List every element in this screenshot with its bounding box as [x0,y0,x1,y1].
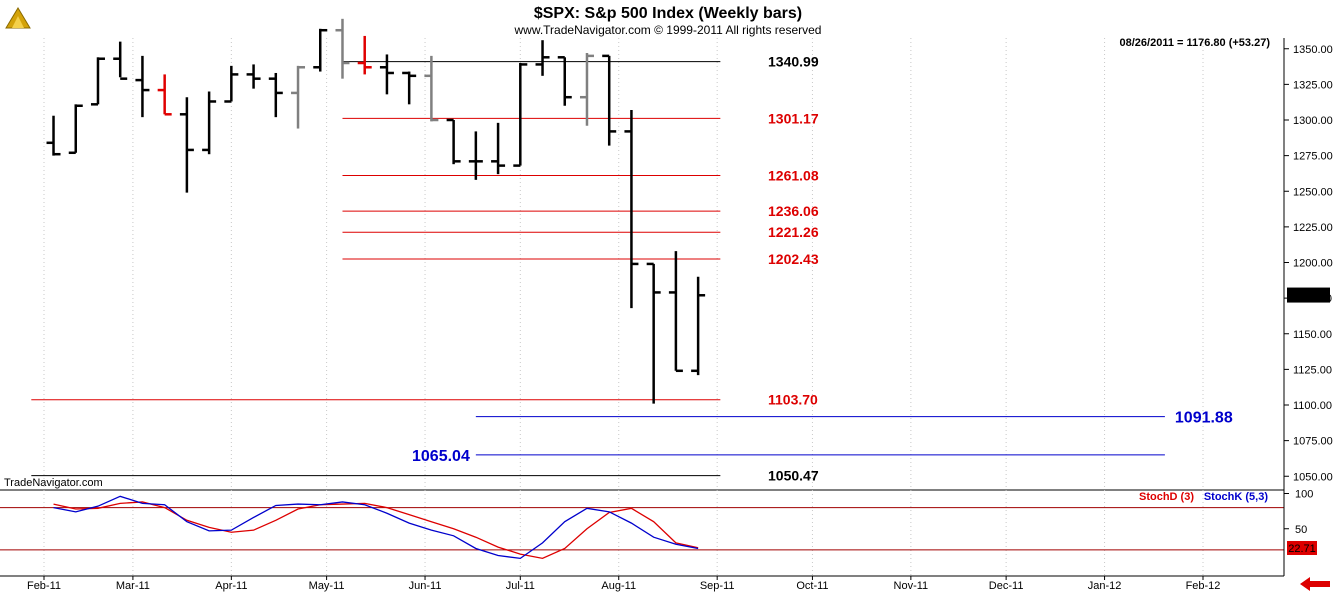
level-label: 1202.43 [768,251,819,267]
x-tick-label: Jun-11 [409,580,442,592]
legend-stochd: StochD (3) [1139,491,1194,503]
last-price-label: 1176.80 [1289,291,1328,303]
ohlc-bar [424,55,439,122]
ohlc-bar [68,104,83,155]
ohlc-bar [379,54,394,95]
ohlc-bar [113,41,128,80]
last-price-box [1287,287,1330,303]
level-label: 1050.47 [768,468,819,484]
y-tick-label: 1350.00 [1293,44,1333,56]
ohlc-bar [202,91,217,155]
copyright-text: www.TradeNavigator.com © 1999-2011 All r… [514,23,822,37]
ohlc-bar [446,118,461,165]
chart-title: $SPX: S&p 500 Index (Weekly bars) [534,5,802,22]
ohlc-bar [535,40,550,76]
ohlc-bar [468,131,483,180]
stochk-line [53,495,699,560]
x-tick-label: Jan-12 [1088,580,1122,592]
level-label: 1065.04 [412,448,470,465]
month-gridlines [43,38,1204,576]
x-tick-label: Oct-11 [796,580,828,592]
ohlc-bar [402,71,417,105]
ohlc-bar [668,251,683,373]
ohlc-bar [246,64,261,89]
y-tick-label: 1250.00 [1293,186,1333,198]
x-tick-label: Sep-11 [700,580,735,592]
ohlc-bar [624,110,639,309]
x-tick-label: Nov-11 [894,580,929,592]
x-tick-label: Dec-11 [989,580,1024,592]
y-tick-label: 1200.00 [1293,258,1333,270]
x-tick-label: Jul-11 [506,580,535,592]
ohlc-bar [357,35,372,75]
y-tick-label: 1225.00 [1293,222,1333,234]
ohlc-bar [135,55,150,118]
level-label: 1261.08 [768,167,819,183]
x-tick-label: Mar-11 [116,580,150,592]
ohlc-bar [602,54,617,146]
x-tick-label: Apr-11 [215,580,247,592]
ohlc-bar [179,97,194,193]
ohlc-bar [691,276,706,376]
ohlc-bar [313,28,328,72]
price-panel: 1340.99 1301.17 1261.08 1236.06 1221.26 1202.… [0,18,1284,576]
ohlc-bar [491,122,506,175]
y-tick-label: 1300.00 [1293,115,1333,127]
price-bars [46,18,706,404]
y-tick-label: 1275.00 [1293,151,1333,163]
y-tick-label: 1125.00 [1293,364,1332,376]
stochastic-axis: 100 50 22.71 [1284,489,1317,555]
y-tick-label: 1100.00 [1293,400,1332,412]
stochastic-panel: StochD (3) StochK (5,3) [0,491,1284,560]
ohlc-bar [224,65,239,103]
watermark-text: TradeNavigator.com [4,477,103,489]
date-axis: Feb-11 Mar-11 Apr-11 May-11 Jun-11 Jul-11 Aug-… [0,575,1284,592]
stoch-value-box [1287,540,1317,555]
x-tick-label: Feb-12 [1186,580,1221,592]
price-levels: 1340.99 1301.17 1261.08 1236.06 1221.26 1202.… [31,54,1233,484]
price-axis: 1350.00 1325.00 1300.00 1275.00 1250.00 1225.… [1283,38,1333,576]
level-label: 1301.17 [768,110,819,126]
level-label: 1103.70 [768,392,818,408]
scroll-left-arrow-icon[interactable] [1300,577,1330,591]
stoch-y-tick-label: 50 [1295,524,1307,536]
level-label: 1091.88 [1175,410,1233,427]
ohlc-bar [268,72,283,118]
legend-stochk: StochK (5,3) [1204,491,1269,503]
y-tick-label: 1325.00 [1293,79,1333,91]
y-tick-label: 1150.00 [1293,329,1332,341]
x-tick-label: Feb-11 [27,580,61,592]
last-quote-text: 08/26/2011 = 1176.80 (+53.27) [1120,37,1271,49]
level-label: 1340.99 [768,54,819,70]
level-label: 1236.06 [768,203,819,219]
stoch-value-label: 22.71 [1288,543,1316,555]
ohlc-bar [579,53,594,126]
x-tick-label: May-11 [309,580,345,592]
y-tick-label: 1075.00 [1293,436,1333,448]
ohlc-bar [157,74,172,116]
stoch-y-tick-label: 100 [1295,489,1313,501]
ohlc-bar [335,18,350,79]
stochd-line [53,501,699,560]
ohlc-bar [46,115,61,156]
ohlc-bar [646,262,661,404]
ohlc-bar [291,65,306,129]
app-logo-icon[interactable] [3,3,33,33]
ohlc-bar [90,57,105,106]
y-tick-label: 1050.00 [1293,471,1333,483]
x-tick-label: Aug-11 [601,580,636,592]
ohlc-bar [557,56,572,106]
ohlc-bar [513,63,528,167]
level-label: 1221.26 [768,224,819,240]
